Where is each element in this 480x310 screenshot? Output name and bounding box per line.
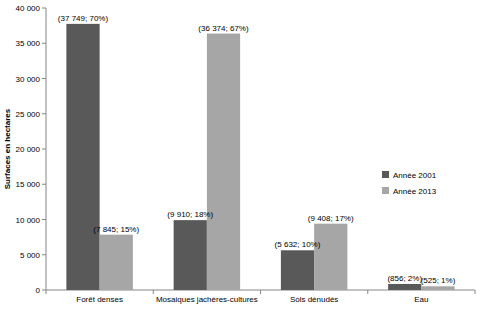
data-label: (9 408; 17%)	[308, 214, 354, 223]
y-tick-label: 30 000	[16, 75, 41, 84]
y-tick-label: 0	[36, 286, 41, 295]
bar	[388, 284, 421, 290]
legend-swatch	[382, 171, 389, 178]
legend-swatch	[382, 187, 389, 194]
bar	[207, 34, 240, 290]
data-label: (5 632; 10%)	[275, 240, 321, 249]
y-tick	[42, 8, 46, 9]
x-tick	[367, 290, 368, 294]
bar	[281, 250, 314, 290]
x-tick	[260, 290, 261, 294]
x-tick-label: Sols dénudés	[290, 295, 338, 304]
y-axis-label: Surfaces en hectares	[3, 108, 12, 189]
y-tick-label: 20 000	[16, 145, 41, 154]
data-label: (525; 1%)	[421, 276, 456, 285]
bar	[421, 286, 454, 290]
data-label: (9 910; 18%)	[167, 210, 213, 219]
bar	[100, 235, 133, 290]
y-tick-label: 35 000	[16, 39, 41, 48]
legend-label: Année 2001	[393, 171, 437, 180]
data-label: (7 845; 15%)	[93, 225, 139, 234]
x-tick	[475, 290, 476, 294]
bar	[174, 220, 207, 290]
bar	[314, 224, 347, 290]
y-tick-label: 15 000	[16, 180, 41, 189]
bar	[66, 24, 99, 290]
y-tick-label: 10 000	[16, 216, 41, 225]
y-tick-label: 40 000	[16, 4, 41, 13]
x-tick	[153, 290, 154, 294]
x-tick-label: Mosaiques jachères-cultures	[156, 295, 258, 304]
data-label: (36 374; 67%)	[198, 24, 249, 33]
data-label: (856; 2%)	[387, 274, 422, 283]
y-tick	[42, 290, 46, 291]
x-tick-label: Eau	[414, 295, 428, 304]
x-tick	[46, 290, 47, 294]
y-tick-label: 25 000	[16, 110, 41, 119]
y-tick	[42, 43, 46, 44]
chart: 0 5 000 10 000 15 000 20 000 25 000 30 000 35 0…	[0, 0, 480, 310]
y-tick	[42, 78, 46, 79]
y-tick-label: 5 000	[20, 251, 41, 260]
y-tick	[42, 219, 46, 220]
bars	[66, 24, 454, 290]
y-tick	[42, 184, 46, 185]
legend-label: Année 2013	[393, 187, 437, 196]
y-tick	[42, 149, 46, 150]
data-label: (37 749; 70%)	[58, 14, 109, 23]
y-tick	[42, 113, 46, 114]
y-tick	[42, 254, 46, 255]
x-tick-label: Forêt denses	[76, 295, 123, 304]
